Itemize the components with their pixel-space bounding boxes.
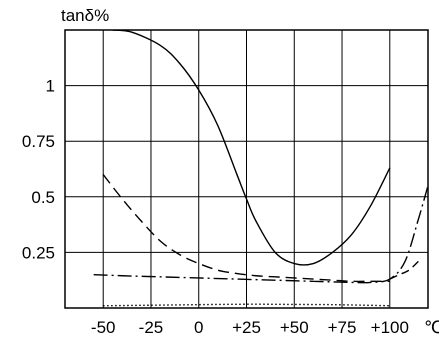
series-line-dashed [102,174,390,283]
x-tick-label: +75 [328,318,357,337]
x-axis-unit-label: ℃ [424,318,439,337]
series-line-solid [112,30,391,266]
x-tick-label: 0 [194,318,203,337]
x-tick-label: -50 [91,318,116,337]
series-line-long-dash [389,260,419,280]
y-tick-label: 1 [46,77,55,96]
y-axis-title: tanδ% [61,6,109,25]
y-tick-label: 0.75 [22,132,55,151]
series-layer [93,30,428,307]
y-tick-label: 0.25 [22,243,55,262]
series-line-dotted [103,303,390,307]
series-line-dash-dot [93,185,428,284]
y-tick-label: 0.5 [31,188,55,207]
tick-labels: -50 -25 0 +25 +50 +75 +100 0.25 0.5 0.75 1 [22,77,409,337]
plot-frame [64,29,429,309]
x-tick-label: +100 [371,318,409,337]
x-tick-label: +25 [232,318,261,337]
x-tick-label: +50 [280,318,309,337]
grid [65,30,428,308]
x-tick-label: -25 [139,318,164,337]
